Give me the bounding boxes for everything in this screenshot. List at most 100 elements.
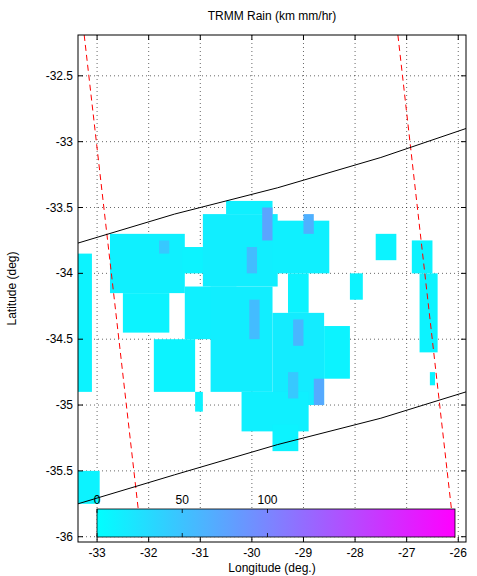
colorbar: 0 50 100 xyxy=(94,493,455,537)
y-tick xyxy=(461,75,466,76)
colorbar-tick xyxy=(97,533,98,537)
y-tick xyxy=(78,75,83,76)
rain-cell xyxy=(247,247,257,273)
colorbar-tick xyxy=(182,533,183,537)
y-axis-title: Latitude (deg) xyxy=(5,251,19,325)
y-tick xyxy=(461,536,466,537)
x-tick xyxy=(200,537,201,542)
colorbar-tick xyxy=(97,509,98,513)
x-tick xyxy=(303,35,304,40)
rain-cell xyxy=(376,234,397,260)
x-tick xyxy=(97,537,98,542)
x-tick xyxy=(458,537,459,542)
axes: -33 -32 -31 -30 -29 -28 -27 -26 -36 -35.5 -35 -34.5… xyxy=(46,35,468,560)
y-tick xyxy=(461,141,466,142)
rain-cell xyxy=(249,300,259,340)
x-tick xyxy=(458,35,459,40)
x-tick xyxy=(355,537,356,542)
colorbar-tick xyxy=(267,509,268,513)
rain-cell xyxy=(273,313,325,405)
rain-cell xyxy=(430,372,435,385)
x-tick-label: -29 xyxy=(295,546,313,560)
y-tick xyxy=(461,207,466,208)
rain-cell xyxy=(420,273,438,352)
y-tick-label: -36 xyxy=(56,530,74,544)
y-tick-label: -34.5 xyxy=(46,332,74,346)
y-tick xyxy=(78,405,83,406)
rain-cell xyxy=(350,273,363,299)
x-tick-label: -30 xyxy=(243,546,261,560)
y-tick-label: -35 xyxy=(56,398,74,412)
rain-cell xyxy=(324,326,350,379)
rain-cell xyxy=(182,247,205,273)
x-tick xyxy=(251,537,252,542)
y-tick xyxy=(78,339,83,340)
rain-cell xyxy=(262,208,272,241)
rain-cell xyxy=(159,240,169,253)
x-tick-label: -26 xyxy=(450,546,468,560)
rain-cell xyxy=(123,293,169,333)
x-tick xyxy=(200,35,201,40)
rain-cell xyxy=(211,287,273,392)
x-tick xyxy=(355,35,356,40)
y-tick xyxy=(78,273,83,274)
rain-cell xyxy=(288,273,309,313)
x-tick xyxy=(148,537,149,542)
x-axis-title: Longitude (deg.) xyxy=(228,561,315,575)
x-tick xyxy=(406,537,407,542)
plot-background xyxy=(78,35,466,542)
y-tick xyxy=(461,273,466,274)
rain-cell xyxy=(293,319,303,345)
rain-cell xyxy=(273,221,330,274)
x-tick xyxy=(148,35,149,40)
title: TRMM Rain (km mm/hr) xyxy=(208,9,337,23)
x-tick-label: -32 xyxy=(140,546,158,560)
y-tick xyxy=(78,470,83,471)
colorbar-label: 0 xyxy=(94,493,101,507)
y-tick-label: -34 xyxy=(56,266,74,280)
rain-cell xyxy=(154,339,195,392)
x-tick-label: -28 xyxy=(346,546,364,560)
y-tick-label: -33.5 xyxy=(46,201,74,215)
colorbar-tick xyxy=(267,533,268,537)
y-tick-label: -32.5 xyxy=(46,69,74,83)
grid-line xyxy=(78,75,466,76)
y-tick xyxy=(461,470,466,471)
x-tick xyxy=(406,35,407,40)
colorbar-label: 50 xyxy=(176,493,190,507)
rain-cell xyxy=(288,372,298,398)
x-tick-label: -31 xyxy=(192,546,210,560)
grid-line xyxy=(78,141,466,142)
y-tick xyxy=(461,339,466,340)
x-tick xyxy=(97,35,98,40)
x-tick-label: -27 xyxy=(398,546,416,560)
swath-line xyxy=(78,129,466,244)
rain-cell xyxy=(78,254,92,392)
colorbar-label: 100 xyxy=(257,493,277,507)
y-tick-label: -35.5 xyxy=(46,464,74,478)
y-tick xyxy=(78,207,83,208)
grid xyxy=(78,35,466,542)
x-tick xyxy=(303,537,304,542)
grid-line xyxy=(78,470,466,471)
rain-cell xyxy=(303,214,313,234)
grid-line xyxy=(406,35,407,542)
grid-line xyxy=(97,35,98,542)
chart: 050100-33-32-31-30-29-28-27-26-36-35.5-3… xyxy=(0,0,477,576)
x-tick xyxy=(251,35,252,40)
y-tick xyxy=(461,405,466,406)
y-tick xyxy=(78,141,83,142)
rain-cell xyxy=(110,234,185,293)
y-tick xyxy=(78,536,83,537)
rain-cell xyxy=(273,425,299,451)
x-tick-label: -33 xyxy=(88,546,106,560)
swath-line xyxy=(398,35,455,542)
colorbar-tick xyxy=(182,509,183,513)
plot-frame xyxy=(78,35,466,542)
swath-line xyxy=(84,35,142,542)
colorbar-bar xyxy=(97,509,455,537)
rain-cell xyxy=(314,379,324,405)
y-tick-label: -33 xyxy=(56,135,74,149)
rain-cell xyxy=(195,392,203,412)
grid-line xyxy=(458,35,459,542)
